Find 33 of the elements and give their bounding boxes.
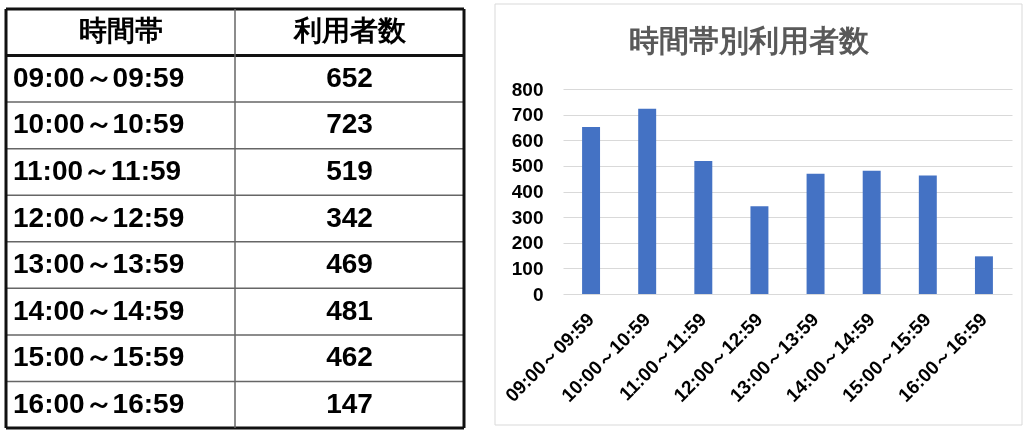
text: 時間帯: [78, 15, 163, 47]
text: 469: [326, 248, 373, 280]
bar: [638, 108, 657, 294]
text: 13:00～13:59: [13, 248, 185, 280]
chart-title: 時間帯別利用者数: [628, 23, 870, 57]
text: 09:00～09:59: [13, 61, 185, 93]
text: 342: [326, 201, 373, 233]
text: 12:00～12:59: [13, 201, 185, 233]
text: 723: [326, 108, 373, 140]
bar: [582, 126, 601, 294]
y-tick-label: 0: [532, 283, 544, 305]
text: 519: [326, 154, 373, 186]
bar: [806, 173, 825, 294]
y-tick-label: 300: [511, 206, 544, 228]
bar: [862, 170, 881, 294]
y-tick-label: 100: [511, 257, 544, 279]
text: 652: [326, 61, 373, 93]
y-tick-label: 400: [511, 181, 544, 202]
y-tick-label: 800: [511, 78, 544, 100]
text: 11:00～11:59: [13, 154, 182, 186]
bar: [918, 175, 937, 294]
text: 147: [326, 387, 373, 419]
text: 462: [326, 341, 373, 373]
bar: [694, 161, 713, 294]
y-tick-label: 600: [511, 129, 544, 151]
y-tick-label: 700: [511, 104, 544, 126]
bar: [974, 256, 993, 294]
y-tick-label: 200: [511, 232, 544, 254]
bar: [750, 206, 769, 294]
text: 利用者数: [292, 15, 407, 47]
y-tick-label: 500: [511, 155, 544, 177]
text: 481: [326, 294, 373, 326]
text: 10:00～10:59: [13, 108, 185, 140]
